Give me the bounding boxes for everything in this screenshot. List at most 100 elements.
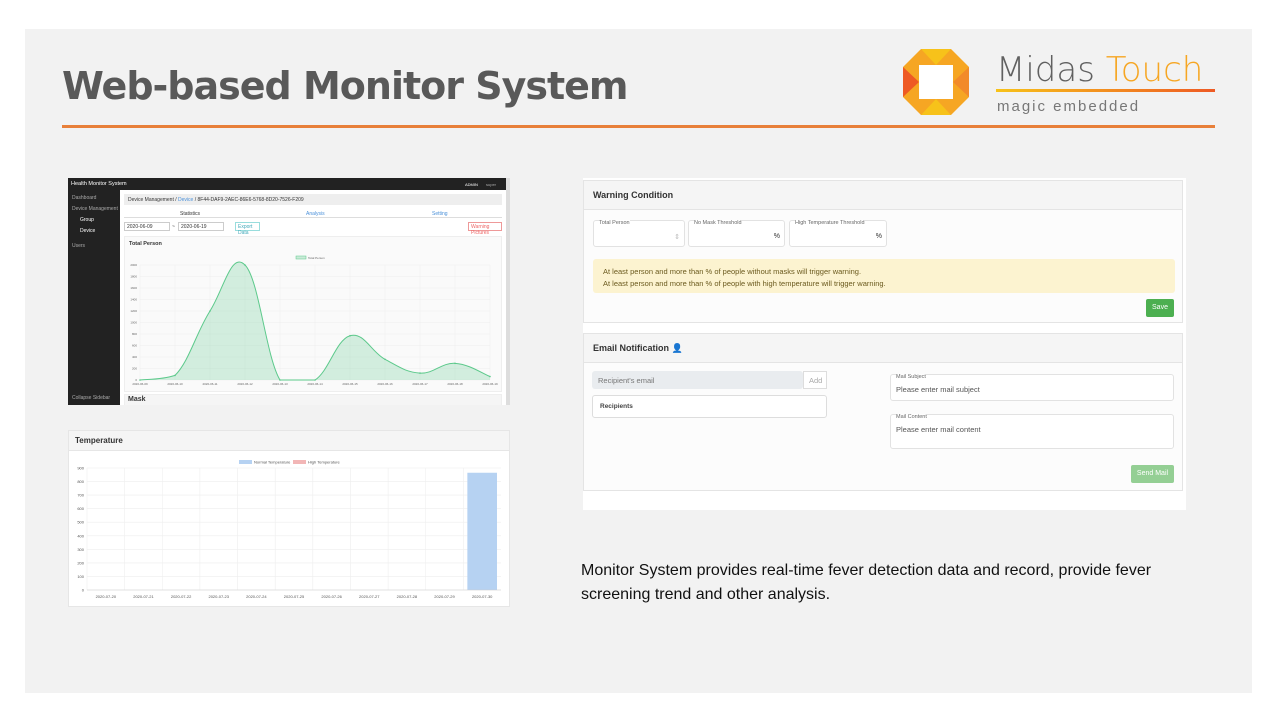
send-mail-button[interactable]: Send Mail bbox=[1131, 465, 1174, 483]
y-tick-label: 2000 bbox=[130, 263, 137, 267]
legend-label: Total Person bbox=[308, 256, 325, 260]
settings-screenshot: Warning Condition Total Person ⇕ No Mask … bbox=[583, 178, 1186, 510]
collapse-sidebar-button[interactable]: Collapse Sidebar bbox=[72, 395, 111, 401]
breadcrumb-device-link[interactable]: Device bbox=[178, 197, 194, 203]
user-add-icon: 👤 bbox=[671, 343, 683, 353]
tab-analysis[interactable]: Analysis bbox=[306, 211, 325, 217]
data-point bbox=[139, 379, 141, 381]
x-tick-label: 2020-06-17 bbox=[412, 382, 428, 386]
tab-statistics[interactable]: Statistics bbox=[180, 211, 201, 217]
legend-swatch bbox=[239, 460, 252, 464]
sidebar-item-device[interactable]: Device bbox=[80, 228, 96, 234]
warning-condition-panel: Warning Condition Total Person ⇕ No Mask … bbox=[583, 180, 1183, 323]
export-data-button[interactable]: Export Data bbox=[235, 222, 260, 236]
slide-description: Monitor System provides real-time fever … bbox=[581, 562, 1152, 603]
total-person-chart: 0 200 400 600 800 1000 1200 1400 1600 1800 2000 202… bbox=[130, 255, 498, 386]
x-tick-label: 2020-07-25 bbox=[284, 594, 305, 599]
x-tick-label: 2020-07-24 bbox=[246, 594, 267, 599]
temperature-panel: Temperature 0 100 200 300 400 500 600 700 800 900… bbox=[68, 430, 510, 607]
field-label: High Temperature Threshold bbox=[795, 220, 865, 226]
alert-line-mask: At least person and more than % of peopl… bbox=[603, 267, 862, 276]
x-tick-label: 2020-06-18 bbox=[447, 382, 463, 386]
field-label: No Mask Threshold bbox=[694, 220, 742, 226]
recipients-list: Recipients bbox=[592, 395, 827, 418]
sidebar-item-users[interactable]: Users bbox=[72, 243, 86, 249]
legend-swatch bbox=[293, 460, 306, 464]
dashboard-screenshot: Health Monitor System ADMIN super Dashbo… bbox=[68, 178, 510, 405]
series-line bbox=[139, 261, 491, 381]
total-person-input[interactable]: Total Person ⇕ bbox=[593, 220, 685, 247]
logo-underline bbox=[996, 89, 1215, 92]
y-tick-label: 1800 bbox=[130, 275, 137, 279]
high-temperature-threshold-input[interactable]: High Temperature Threshold% bbox=[789, 220, 887, 247]
y-tick-label: 1600 bbox=[130, 286, 137, 290]
field-label: Total Person bbox=[599, 220, 630, 226]
add-recipient-button[interactable]: Add bbox=[803, 371, 827, 389]
no-mask-threshold-input[interactable]: No Mask Threshold% bbox=[688, 220, 785, 247]
x-tick-label: 2020-06-12 bbox=[237, 382, 253, 386]
field-label: Mail Content bbox=[896, 414, 927, 420]
y-tick-label: 400 bbox=[132, 355, 137, 359]
date-to-input[interactable]: 2020-06-19 bbox=[178, 222, 224, 231]
mail-content-textarea[interactable]: Mail Content Please enter mail content bbox=[890, 414, 1174, 449]
role-label: ADMIN bbox=[465, 182, 478, 187]
tab-setting[interactable]: Setting bbox=[432, 211, 448, 217]
scrollbar[interactable] bbox=[506, 178, 510, 405]
recipient-email-input[interactable]: Recipient's email bbox=[592, 371, 803, 389]
x-tick-label: 2020-07-21 bbox=[133, 594, 154, 599]
percent-unit: % bbox=[875, 233, 882, 240]
title-divider bbox=[62, 125, 1215, 128]
sidebar: Dashboard Device Management Group Device… bbox=[68, 190, 120, 405]
data-point bbox=[244, 264, 246, 266]
mail-subject-input[interactable]: Mail Subject Please enter mail subject bbox=[890, 374, 1174, 401]
user-menu[interactable]: super bbox=[486, 182, 497, 187]
x-tick-label: 2020-06-15 bbox=[342, 382, 358, 386]
date-from-input[interactable]: 2020-06-09 bbox=[124, 222, 170, 231]
sidebar-item-device-management[interactable]: Device Management bbox=[72, 206, 118, 212]
data-point bbox=[419, 372, 421, 374]
y-tick-label: 200 bbox=[77, 560, 84, 565]
x-tick-label: 2020-07-29 bbox=[434, 594, 455, 599]
mask-card bbox=[124, 394, 502, 405]
x-tick-label: 2020-07-27 bbox=[359, 594, 380, 599]
warning-condition-title: Warning Condition bbox=[584, 181, 1182, 210]
warning-pictures-button[interactable]: Warning Pictures bbox=[468, 222, 502, 236]
sidebar-item-dashboard[interactable]: Dashboard bbox=[72, 195, 97, 201]
data-point bbox=[454, 362, 456, 365]
x-tick-label: 2020-07-22 bbox=[171, 594, 192, 599]
y-tick-label: 700 bbox=[77, 493, 84, 498]
x-tick-label: 2020-07-26 bbox=[321, 594, 342, 599]
y-tick-label: 800 bbox=[132, 332, 137, 336]
subject-placeholder: Please enter mail subject bbox=[896, 385, 980, 394]
content-placeholder: Please enter mail content bbox=[896, 425, 981, 434]
spinner-icon[interactable]: ⇕ bbox=[674, 234, 680, 241]
y-tick-label: 500 bbox=[77, 520, 84, 525]
y-tick-label: 1400 bbox=[130, 298, 137, 302]
y-tick-label: 200 bbox=[132, 367, 137, 371]
data-point bbox=[279, 379, 281, 381]
save-button[interactable]: Save bbox=[1146, 299, 1174, 317]
y-tick-label: 600 bbox=[132, 344, 137, 348]
app-title: Health Monitor System bbox=[71, 181, 127, 187]
sidebar-item-group[interactable]: Group bbox=[80, 217, 94, 223]
warning-alert: At least person and more than % of peopl… bbox=[593, 259, 1175, 293]
legend-swatch bbox=[295, 255, 307, 260]
percent-unit: % bbox=[773, 233, 780, 240]
legend-label: High Temperature bbox=[308, 460, 340, 465]
data-point bbox=[349, 334, 351, 337]
x-tick-label: 2020-07-23 bbox=[208, 594, 229, 599]
mask-card-title: Mask bbox=[128, 396, 146, 403]
y-tick-label: 800 bbox=[77, 479, 84, 484]
y-tick-label: 300 bbox=[77, 547, 84, 552]
date-separator: ~ bbox=[172, 224, 175, 230]
email-notification-title: Email Notification bbox=[593, 343, 670, 353]
bar-normal-temperature bbox=[467, 472, 497, 590]
breadcrumb: Device Management / Device / 8F44-DAF9-2… bbox=[124, 194, 502, 205]
y-tick-label: 0 bbox=[135, 378, 137, 382]
x-tick-label: 2020-07-20 bbox=[96, 594, 117, 599]
email-notification-panel: Email Notification 👤 Recipient's email A… bbox=[583, 333, 1183, 491]
legend-label: Normal Temperature bbox=[254, 460, 291, 465]
logo-tagline: magic embedded bbox=[997, 98, 1141, 115]
x-tick-label: 2020-06-11 bbox=[202, 382, 217, 386]
y-tick-label: 400 bbox=[77, 533, 84, 538]
